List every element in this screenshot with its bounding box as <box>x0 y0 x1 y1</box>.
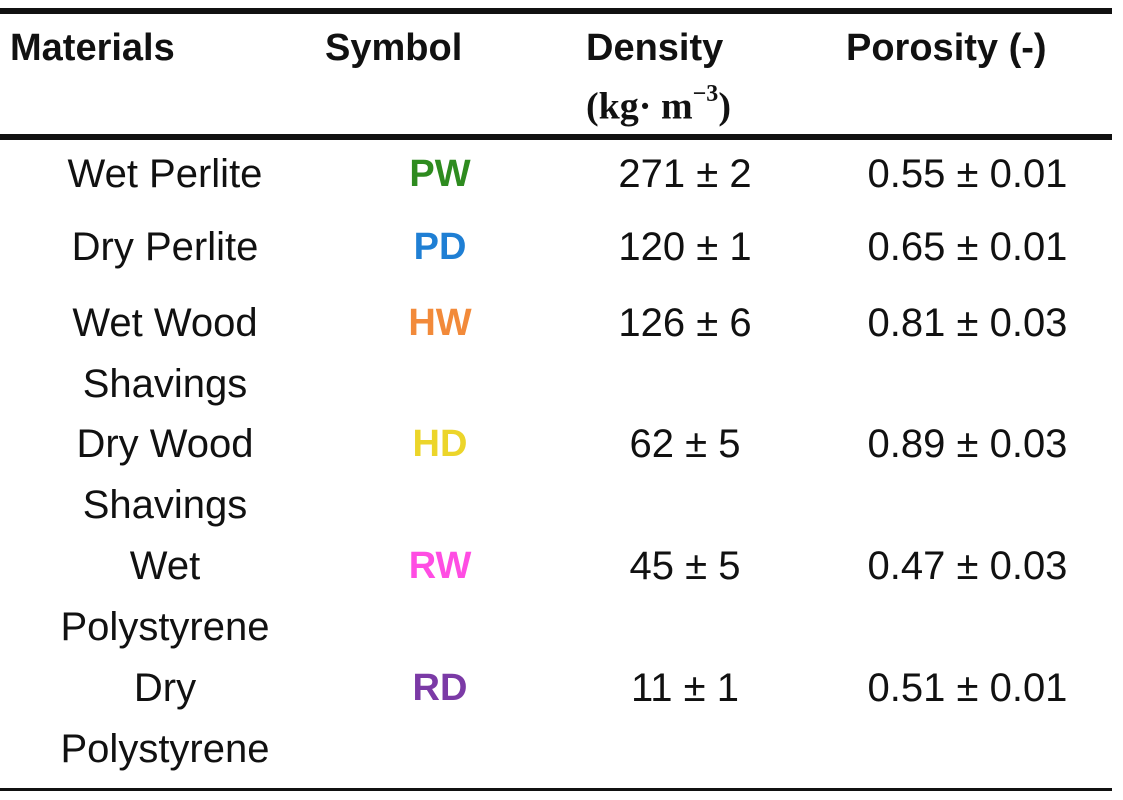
cell-porosity: 0.51 ± 0.01 <box>867 666 1068 710</box>
cell-symbol: PD <box>413 226 467 268</box>
cell-material: Wet Polystyrene <box>0 536 330 658</box>
cell-porosity: 0.55 ± 0.01 <box>867 152 1068 196</box>
header-rule <box>0 134 1112 140</box>
cell-material: Dry Perlite <box>0 217 330 278</box>
material-line1: Wet Wood <box>72 301 258 345</box>
material-line1: Dry Perlite <box>71 225 259 269</box>
cell-porosity: 0.81 ± 0.03 <box>867 301 1068 345</box>
header-density-unit: (kg· m−3) <box>586 72 731 133</box>
cell-porosity: 0.65 ± 0.01 <box>867 225 1068 269</box>
cell-density: 45 ± 5 <box>629 544 741 588</box>
material-line1: Wet Perlite <box>67 152 263 196</box>
cell-density: 271 ± 2 <box>618 152 752 196</box>
header-symbol: Symbol <box>325 27 463 69</box>
cell-density: 126 ± 6 <box>618 301 752 345</box>
material-line2: Shavings <box>82 483 248 527</box>
cell-symbol: PW <box>409 153 471 195</box>
cell-density: 62 ± 5 <box>629 422 741 466</box>
header-density-label: Density <box>586 27 724 69</box>
cell-material: Wet Wood Shavings <box>0 293 330 415</box>
header-porosity: Porosity (-) <box>846 27 1047 69</box>
density-unit-close: ) <box>718 85 731 128</box>
cell-porosity: 0.89 ± 0.03 <box>867 422 1068 466</box>
cell-material: Dry Polystyrene <box>0 658 330 780</box>
cell-symbol: HD <box>412 423 468 465</box>
cell-material: Wet Perlite <box>0 144 330 205</box>
header-density: Density (kg· m−3) <box>586 24 731 133</box>
cell-density: 11 ± 1 <box>631 666 739 710</box>
material-line2: Shavings <box>82 362 248 406</box>
header-materials: Materials <box>10 27 175 69</box>
cell-density: 120 ± 1 <box>618 225 752 269</box>
cell-symbol: RD <box>412 667 468 709</box>
cell-material: Dry Wood Shavings <box>0 414 330 536</box>
material-line2: Polystyrene <box>60 605 270 649</box>
cell-symbol: RW <box>408 545 472 587</box>
density-unit-base: (kg· m <box>586 85 693 128</box>
material-line1: Wet <box>129 544 201 588</box>
cell-porosity: 0.47 ± 0.03 <box>867 544 1068 588</box>
cell-symbol: HW <box>408 302 472 344</box>
density-unit-exponent: −3 <box>692 81 719 107</box>
top-rule <box>0 8 1112 14</box>
material-line2: Polystyrene <box>60 727 270 771</box>
bottom-rule <box>0 788 1112 791</box>
material-line1: Dry <box>133 666 197 710</box>
material-line1: Dry Wood <box>76 422 254 466</box>
